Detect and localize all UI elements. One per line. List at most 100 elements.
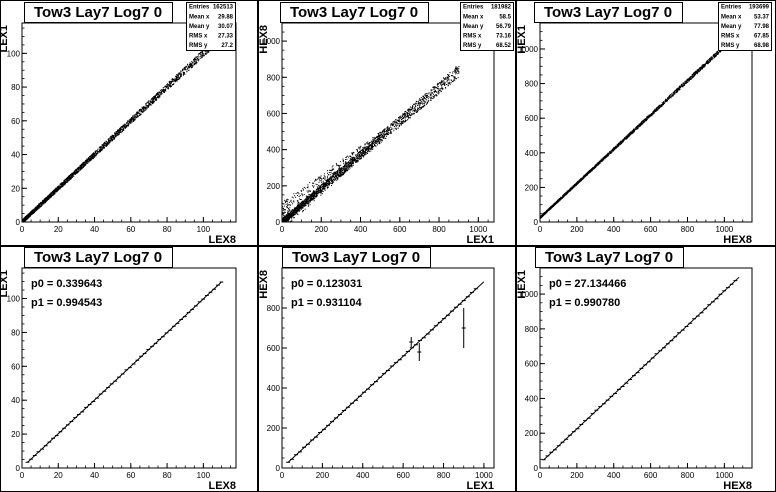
- x-tick-label: 1000: [469, 225, 487, 234]
- x-tick-label: 60: [126, 471, 135, 480]
- chart-title-frame: [24, 247, 173, 268]
- y-axis-label: HEX8: [258, 270, 270, 299]
- y-tick-label: 200: [267, 182, 281, 191]
- y-tick-label: 40: [11, 151, 20, 160]
- x-tick-label: 600: [393, 225, 407, 234]
- stat-value: 181982: [491, 5, 512, 11]
- chart-title-frame: [535, 247, 684, 268]
- x-tick-label: 800: [432, 225, 446, 234]
- stat-label: Mean x: [463, 14, 484, 20]
- x-tick-label: 200: [570, 225, 584, 234]
- y-tick-label: 0: [534, 464, 539, 473]
- chart-title-box: Tow3 Lay7 Log7 0: [24, 247, 173, 268]
- x-tick-label: 0: [538, 471, 543, 480]
- chart-title-box: Tow3 Lay7 Log7 0: [24, 2, 173, 23]
- y-tick-label: 1000: [520, 45, 538, 54]
- x-axis-label: LEX8: [208, 480, 236, 492]
- stat-value: 56.79: [496, 24, 512, 30]
- x-tick-label: 20: [54, 471, 63, 480]
- stat-label: RMS x: [721, 34, 740, 40]
- y-tick-label: 1000: [262, 37, 280, 46]
- stat-label: Mean x: [189, 14, 210, 20]
- y-axis-label: HEX8: [258, 25, 270, 54]
- stat-label: Entries: [463, 5, 484, 11]
- stat-label: RMS x: [189, 34, 208, 40]
- x-tick-label: 0: [538, 225, 543, 234]
- chart-title: Tow3 Lay7 Log7 0: [544, 4, 672, 21]
- y-tick-label: 100: [7, 295, 21, 304]
- fit-p1-text: p1 = 0.990780: [549, 297, 620, 309]
- plot-marks: [541, 276, 740, 461]
- x-tick-label: 40: [90, 471, 99, 480]
- x-tick-label: 400: [356, 471, 370, 480]
- x-tick-label: 400: [354, 225, 368, 234]
- scatter-points: [540, 44, 726, 219]
- x-axis-label: LEX8: [208, 234, 236, 246]
- y-tick-label: 100: [7, 49, 21, 58]
- fit-p1-text: p1 = 0.931104: [291, 297, 363, 309]
- fit-line: [543, 276, 740, 461]
- panel-6: 0 200 400 600 800 100002004006008001000HEX8HE…: [516, 246, 776, 492]
- scatter-points: [22, 31, 223, 222]
- x-tick-label: 200: [316, 471, 330, 480]
- chart-title-box: Tow3 Lay7 Log7 0: [282, 247, 431, 268]
- panel-3: 0 200 400 600 800 100002004006008001000HEX8HE…: [516, 0, 776, 246]
- stat-value: 29.88: [218, 14, 234, 20]
- plot-marks: [25, 281, 224, 463]
- x-tick-label: 80: [163, 471, 172, 480]
- y-tick-label: 0: [16, 464, 21, 473]
- stat-label: Mean y: [189, 24, 210, 30]
- x-tick-label: 1000: [715, 225, 733, 234]
- y-tick-label: 80: [11, 83, 20, 92]
- y-tick-label: 600: [525, 114, 539, 123]
- chart-title-frame: [282, 247, 431, 268]
- y-tick-label: 0: [276, 218, 281, 227]
- y-tick-label: 600: [525, 360, 539, 369]
- stats-box: Entries 181982 Mean x 58.5 Mean y 56.79 RMS x 7…: [460, 2, 514, 51]
- y-axis-label: LEX1: [0, 25, 10, 53]
- chart-title-box: Tow3 Lay7 Log7 0: [535, 247, 684, 268]
- stat-label: Entries: [721, 5, 742, 11]
- fit-p0-text: p0 = 0.339643: [31, 278, 102, 290]
- x-tick-label: 600: [396, 471, 410, 480]
- x-axis-label: LEX1: [466, 480, 494, 492]
- y-tick-label: 800: [525, 325, 539, 334]
- stat-value: 27.33: [218, 34, 234, 40]
- x-tick-label: 200: [315, 225, 329, 234]
- plot-marks: [540, 44, 726, 219]
- y-axis-label: LEX1: [0, 270, 10, 298]
- chart-title: Tow3 Lay7 Log7 0: [545, 249, 673, 266]
- y-tick-label: 800: [525, 80, 539, 89]
- chart-title-frame: [534, 2, 683, 23]
- stats-box-frame: [718, 2, 772, 51]
- y-tick-label: 80: [11, 328, 20, 337]
- y-tick-label: 1000: [520, 290, 538, 299]
- y-tick-label: 600: [267, 344, 281, 353]
- y-tick-label: 600: [267, 109, 281, 118]
- x-tick-label: 800: [681, 471, 695, 480]
- y-tick-label: 20: [11, 184, 20, 193]
- stat-value: 193699: [749, 5, 770, 11]
- chart-title-box: Tow3 Lay7 Log7 0: [534, 2, 683, 23]
- y-tick-label: 200: [267, 424, 281, 433]
- panel-2: 0 200 400 600 800 100002004006008001000LEX1HE…: [258, 0, 516, 246]
- y-tick-label: 40: [11, 396, 20, 405]
- stat-value: 58.5: [499, 14, 511, 20]
- y-tick-label: 400: [525, 149, 539, 158]
- stats-box: Entries 193699 Mean x 53.37 Mean y 77.98 RMS x…: [718, 2, 772, 51]
- chart-title-box: Tow3 Lay7 Log7 0: [280, 2, 429, 23]
- x-tick-label: 800: [681, 225, 695, 234]
- chart-title: Tow3 Lay7 Log7 0: [34, 249, 162, 266]
- stat-value: 30.07: [218, 24, 234, 30]
- chart-title-frame: [24, 2, 173, 23]
- x-tick-label: 200: [570, 471, 584, 480]
- fit-line: [287, 281, 485, 463]
- y-tick-label: 200: [525, 183, 539, 192]
- stat-label: RMS y: [189, 43, 208, 49]
- x-tick-label: 600: [644, 471, 658, 480]
- stat-label: RMS y: [721, 43, 740, 49]
- x-tick-label: 400: [607, 471, 621, 480]
- x-axis-label: HEX8: [723, 234, 752, 246]
- x-axis-label: LEX1: [466, 234, 494, 246]
- x-tick-label: 800: [437, 471, 451, 480]
